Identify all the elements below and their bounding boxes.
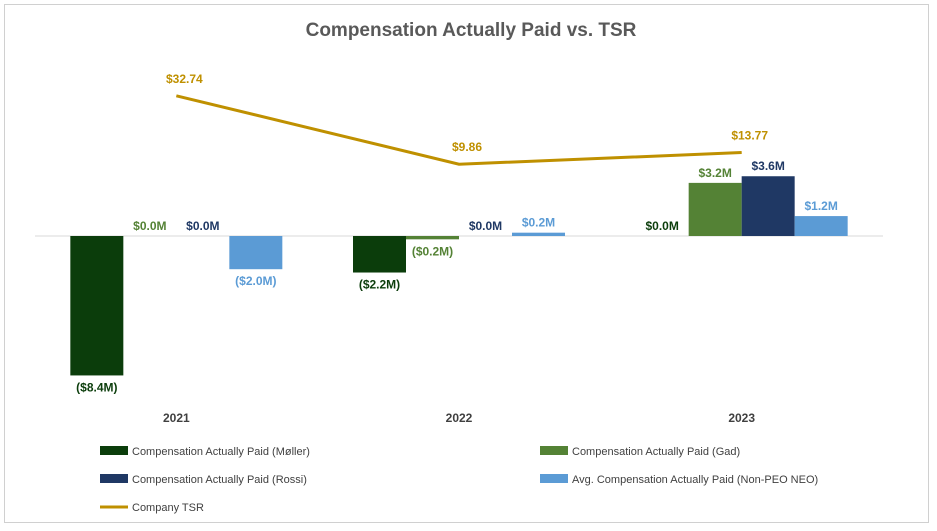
bar-2023-series-4	[794, 216, 848, 236]
bar-data-label: ($8.4M)	[76, 380, 117, 394]
bar-2023-series-3	[741, 176, 795, 236]
legend-swatch	[100, 446, 128, 455]
bar-data-label: $3.6M	[751, 159, 784, 173]
legend-label: Compensation Actually Paid (Rossi)	[132, 474, 307, 486]
legend-swatch	[100, 474, 128, 483]
bar-data-label: $0.2M	[522, 216, 555, 230]
x-tick-label: 2023	[728, 411, 755, 425]
bar-data-label: ($2.0M)	[235, 274, 276, 288]
bar-2022-series-4	[512, 232, 565, 236]
legend-label: Company TSR	[132, 502, 204, 514]
chart-frame: Compensation Actually Paid vs. TSR ($8.4…	[4, 4, 929, 523]
bar-data-label: $0.0M	[186, 219, 219, 233]
bar-data-label: $0.0M	[645, 219, 678, 233]
legend-label: Compensation Actually Paid (Gad)	[572, 446, 740, 458]
plot-area: ($8.4M) ($2.2M) $0.0M $0.0M ($0.2M) $3.2M $0.0…	[35, 72, 883, 425]
bar-2023-series-2	[688, 182, 742, 236]
bar-2021-series-4	[229, 236, 283, 270]
bar-data-label: $1.2M	[804, 199, 837, 213]
bar-data-label: ($2.2M)	[359, 278, 400, 292]
chart-title: Compensation Actually Paid vs. TSR	[306, 20, 637, 41]
legend-swatch	[540, 474, 568, 483]
legend-swatch	[540, 446, 568, 455]
bar-data-label: ($0.2M)	[412, 244, 453, 258]
bar-data-label: $3.2M	[698, 166, 731, 180]
bar-data-label: $0.0M	[469, 219, 502, 233]
tsr-data-label: $32.74	[166, 72, 203, 86]
x-tick-label: 2021	[163, 411, 190, 425]
tsr-data-label: $9.86	[452, 140, 482, 154]
legend-label: Compensation Actually Paid (Møller)	[132, 446, 310, 458]
legend: Compensation Actually Paid (Møller) Compe…	[100, 446, 818, 514]
chart-svg: Compensation Actually Paid vs. TSR ($8.4…	[35, 20, 883, 514]
bar-2022-series-1	[353, 236, 406, 273]
legend-label: Avg. Compensation Actually Paid (Non-PEO…	[572, 474, 818, 486]
tsr-data-label: $13.77	[731, 129, 768, 143]
bar-2022-series-2	[406, 236, 459, 240]
x-tick-label: 2022	[446, 411, 473, 425]
bar-data-label: $0.0M	[133, 219, 166, 233]
bar-2021-series-1	[70, 236, 124, 376]
